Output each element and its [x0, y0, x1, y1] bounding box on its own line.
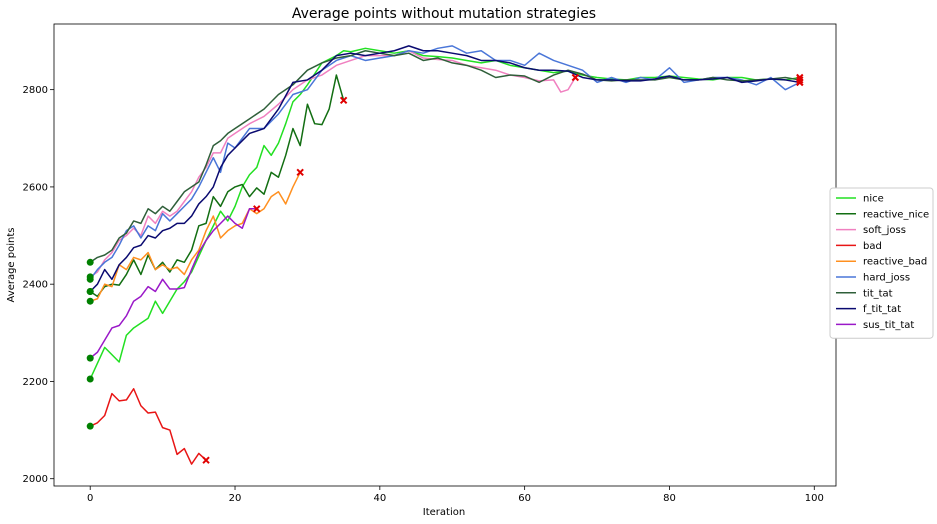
x-tick-label: 0: [87, 493, 93, 504]
plot-background: [54, 24, 836, 486]
x-axis-label: Iteration: [423, 507, 465, 518]
start-marker-hard_joss: [86, 275, 94, 283]
start-marker-reactive_bad: [86, 297, 94, 305]
chart-title: Average points without mutation strategi…: [292, 6, 596, 22]
legend-label-nice: nice: [863, 194, 884, 205]
y-tick-label: 2200: [23, 377, 48, 388]
y-tick-label: 2800: [23, 85, 48, 96]
end-marker-stroke: [253, 205, 261, 213]
legend-label-bad: bad: [863, 241, 882, 252]
x-tick-label: 100: [805, 493, 824, 504]
series-line-reactive_nice: [89, 74, 345, 298]
y-axis-label: Average points: [6, 228, 17, 303]
legend-label-soft_joss: soft_joss: [863, 225, 906, 236]
series-line-sus_tit_tat: [89, 208, 257, 359]
legend-label-tit_tat: tit_tat: [863, 288, 893, 299]
x-tick-label: 40: [373, 493, 386, 504]
start-marker-nice: [86, 375, 94, 383]
series-line-bad: [89, 387, 207, 465]
legend-label-hard_joss: hard_joss: [863, 273, 910, 284]
x-axis: 0 20 40 60 80 100: [87, 486, 824, 504]
end-marker-soft_joss: [571, 73, 580, 82]
series-line-f_tit_tat: [89, 45, 800, 292]
series-line-soft_joss: [89, 50, 576, 278]
legend-label-reactive_nice: reactive_nice: [863, 209, 929, 220]
end-marker-stroke: [571, 73, 580, 82]
start-marker-f_tit_tat: [86, 287, 94, 295]
series-line-reactive_bad: [89, 171, 301, 302]
end-marker-reactive_bad: [296, 168, 304, 177]
legend-label-reactive_bad: reactive_bad: [863, 257, 927, 268]
y-axis: 2000 2200 2400 2600 2800: [23, 85, 54, 485]
start-marker-sus_tit_tat: [86, 354, 94, 362]
end-marker-tit_tat: [796, 76, 804, 84]
end-marker-stroke: [796, 78, 804, 87]
end-marker-stroke: [202, 456, 210, 464]
end-marker-stroke: [296, 168, 304, 177]
legend-label-sus_tit_tat: sus_tit_tat: [863, 320, 914, 331]
y-tick-label: 2600: [23, 182, 48, 193]
start-marker-bad: [86, 422, 94, 430]
x-tick-label: 60: [518, 493, 531, 504]
end-marker-stroke: [796, 76, 804, 84]
start-marker-tit_tat: [86, 258, 94, 266]
x-tick-label: 20: [229, 493, 242, 504]
end-marker-bad: [202, 456, 210, 464]
end-marker-reactive_nice: [339, 96, 348, 105]
legend-box: [829, 187, 934, 339]
end-marker-stroke: [339, 96, 348, 105]
end-marker-f_tit_tat: [796, 78, 804, 87]
end-marker-sus_tit_tat: [253, 205, 261, 213]
y-tick-label: 2000: [23, 474, 48, 485]
plot-area: [53, 23, 837, 487]
legend-label-f_tit_tat: f_tit_tat: [863, 304, 901, 315]
y-tick-label: 2400: [23, 280, 48, 291]
series-line-tit_tat: [89, 50, 800, 263]
x-tick-label: 80: [663, 493, 676, 504]
